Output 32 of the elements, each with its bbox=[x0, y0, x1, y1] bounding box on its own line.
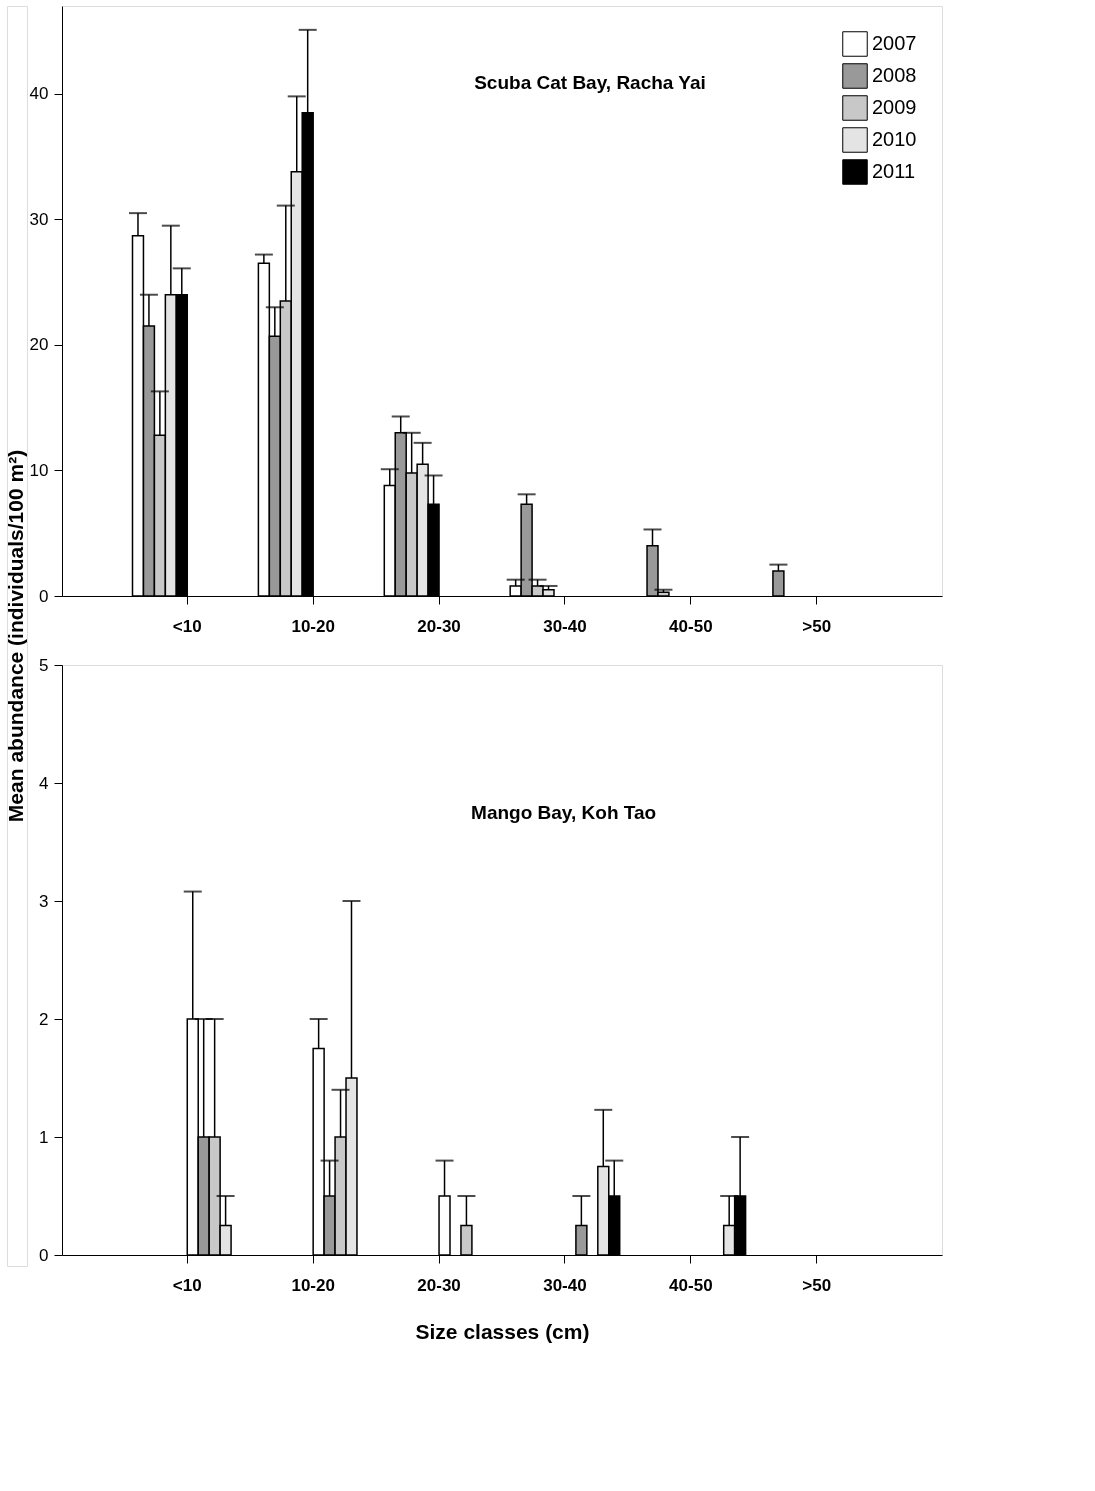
legend-label: 2011 bbox=[872, 160, 916, 182]
y-tick-label: 2 bbox=[39, 1009, 49, 1029]
x-tick-label: >50 bbox=[802, 1275, 832, 1295]
x-tick-label: 20-30 bbox=[417, 1275, 461, 1295]
text: Scuba Cat Bay, Racha Yai bbox=[474, 71, 706, 93]
x-axis-title: Size classes (cm) bbox=[415, 1319, 590, 1343]
x-tick-label: >50 bbox=[802, 616, 832, 636]
x-tick-label: 40-50 bbox=[669, 616, 713, 636]
text: Mango Bay, Koh Tao bbox=[471, 801, 657, 823]
y-tick-label: 5 bbox=[39, 655, 49, 675]
legend-label: 2007 bbox=[872, 32, 917, 54]
legend-label: 2009 bbox=[872, 96, 917, 118]
y-tick-label: 0 bbox=[39, 586, 49, 606]
y-tick-label: 30 bbox=[29, 209, 49, 229]
x-tick-label: 10-20 bbox=[291, 1275, 335, 1295]
y-tick-label: 4 bbox=[39, 773, 49, 793]
x-tick-label: 30-40 bbox=[543, 1275, 587, 1295]
x-tick-label: 30-40 bbox=[543, 616, 587, 636]
legend-label: 2010 bbox=[872, 128, 917, 150]
y-tick-label: 10 bbox=[29, 460, 49, 480]
y-tick-label: 1 bbox=[39, 1127, 49, 1147]
x-tick-label: 20-30 bbox=[417, 616, 461, 636]
x-tick-label: <10 bbox=[172, 1275, 202, 1295]
x-tick-label: <10 bbox=[172, 616, 202, 636]
y-tick-label: 20 bbox=[29, 335, 49, 355]
y-tick-label: 3 bbox=[39, 891, 49, 911]
y-tick-label: 0 bbox=[39, 1245, 49, 1265]
y-tick-label: 40 bbox=[29, 84, 49, 104]
legend-label: 2008 bbox=[872, 64, 917, 86]
y-axis-title: Mean abundance (individuals/100 m²) bbox=[4, 449, 27, 823]
x-tick-label: 40-50 bbox=[669, 1275, 713, 1295]
x-tick-label: 10-20 bbox=[291, 616, 335, 636]
